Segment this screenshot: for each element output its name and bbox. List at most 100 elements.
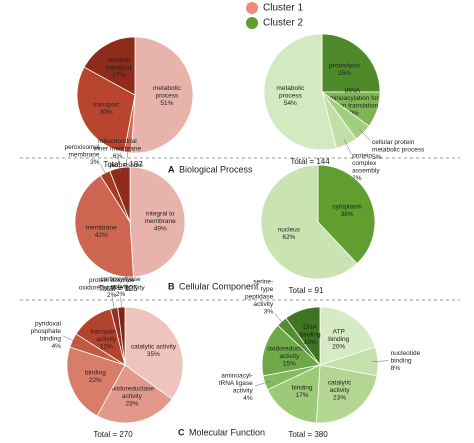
pie-slice [74,175,134,278]
slice-label: activity [111,284,132,291]
slice-label: protein disulfide [89,277,135,284]
total-label: Total = 125 [98,284,138,293]
pie-slice [66,346,126,417]
total-label: Total = 144 [290,157,330,166]
slice-label: pyridoxal [35,320,62,327]
panel-caption: Molecular Function [189,427,265,437]
slice-label: carboxy-lyase [101,276,141,283]
slice-label: membrane [86,224,117,231]
slice-label: binding [85,370,106,377]
slice-label: activity [122,393,143,400]
leader-line [358,128,371,141]
slice-value: 23% [333,394,346,401]
leader-line [62,335,78,344]
slice-value: 10% [346,110,359,117]
slice-label: activity [330,387,351,394]
pie-slice [285,306,321,367]
slice-label: activity [253,301,274,308]
panel-letter: C [178,427,185,437]
slice-value: 10% [304,339,317,346]
slice-value: 62% [282,234,295,241]
leader-line [117,158,121,174]
legend-swatch [246,2,258,14]
slice-value: 8% [391,365,401,372]
slice-label: metabolic process [372,146,425,153]
slice-value: 30% [100,109,113,116]
slice-label: phosphate [31,328,62,335]
pie-slice [261,324,321,377]
pie-slice [124,306,184,400]
slice-label: activity [279,353,300,360]
slice-value: 42% [95,232,108,239]
slice-label: oxidoreductase [267,345,311,352]
slice-label: inner membrane [94,145,142,152]
total-label: Total = 91 [289,286,324,295]
slice-label: oxidoreductase [110,385,154,392]
slice-value: 17% [296,392,309,399]
slice-value: 49% [154,225,167,232]
panel-letter: A [168,164,175,174]
slice-value: 38% [341,211,354,218]
pie-slice [321,33,381,93]
panel-letter: B [168,281,175,291]
slice-value: 5% [372,154,382,161]
slice-label: transport [93,102,119,109]
slice-label: membrane [145,218,176,225]
slice-label: protein [352,153,372,160]
total-label: Total = 380 [288,430,328,439]
slice-label: catalytic [328,379,352,386]
leader-line [372,360,389,362]
total-label: Total = 187 [103,160,143,169]
slice-label: ATP [333,328,345,335]
slice-value: 17% [112,72,125,79]
legend-label: Cluster 2 [263,18,303,29]
legend-label: Cluster 1 [263,3,303,14]
leader-line [343,139,352,155]
panel-caption: Cellular Component [179,281,259,291]
slice-label: transport [106,64,132,71]
slice-label: cellular protein [372,139,415,146]
slice-label: activity [233,387,254,394]
slice-value: 20% [332,343,345,350]
total-label: Total = 270 [93,430,133,439]
slice-label: peroxisome [109,162,143,169]
pie-slice [76,66,136,153]
slice-label: metabolic [153,85,182,92]
slice-label: binding [292,384,313,391]
slice-label: binding [391,357,412,364]
slice-value: 2% [116,291,126,298]
slice-label: serine- [253,279,273,286]
slice-label: protein translation [327,102,379,109]
leader-line [126,146,129,163]
slice-label: activity [96,336,117,343]
slice-label: peroxisomal [64,144,100,151]
leader-line [254,380,271,387]
slice-label: DNA [303,324,317,331]
pie-slice [83,36,136,96]
slice-label: assembly [352,168,380,175]
slice-value: 6% [352,175,362,182]
slice-label: metabolic [276,85,305,92]
slice-label: complex [352,160,377,167]
slice-value: 3% [90,159,100,166]
slice-label: type [261,286,274,293]
pie-slice [266,364,321,424]
legend-swatch [246,17,258,29]
slice-value: 6% [113,153,123,160]
pie-slice [317,164,376,265]
pie-slice [129,166,186,278]
slice-label: binding [300,331,321,338]
slice-label: proteolysis [329,62,361,69]
pie-slice [130,36,194,154]
slice-value: 25% [338,70,351,77]
slice-value: 15% [283,360,296,367]
slice-label: electron [107,57,131,64]
leader-line [100,164,108,179]
leader-line [120,296,122,313]
slice-value: 51% [160,100,173,107]
slice-value: 2% [107,292,117,299]
slice-label: mitochondrial [98,138,137,145]
slice-value: 23% [125,400,138,407]
slice-label: oxidoreductase activity [79,285,146,292]
